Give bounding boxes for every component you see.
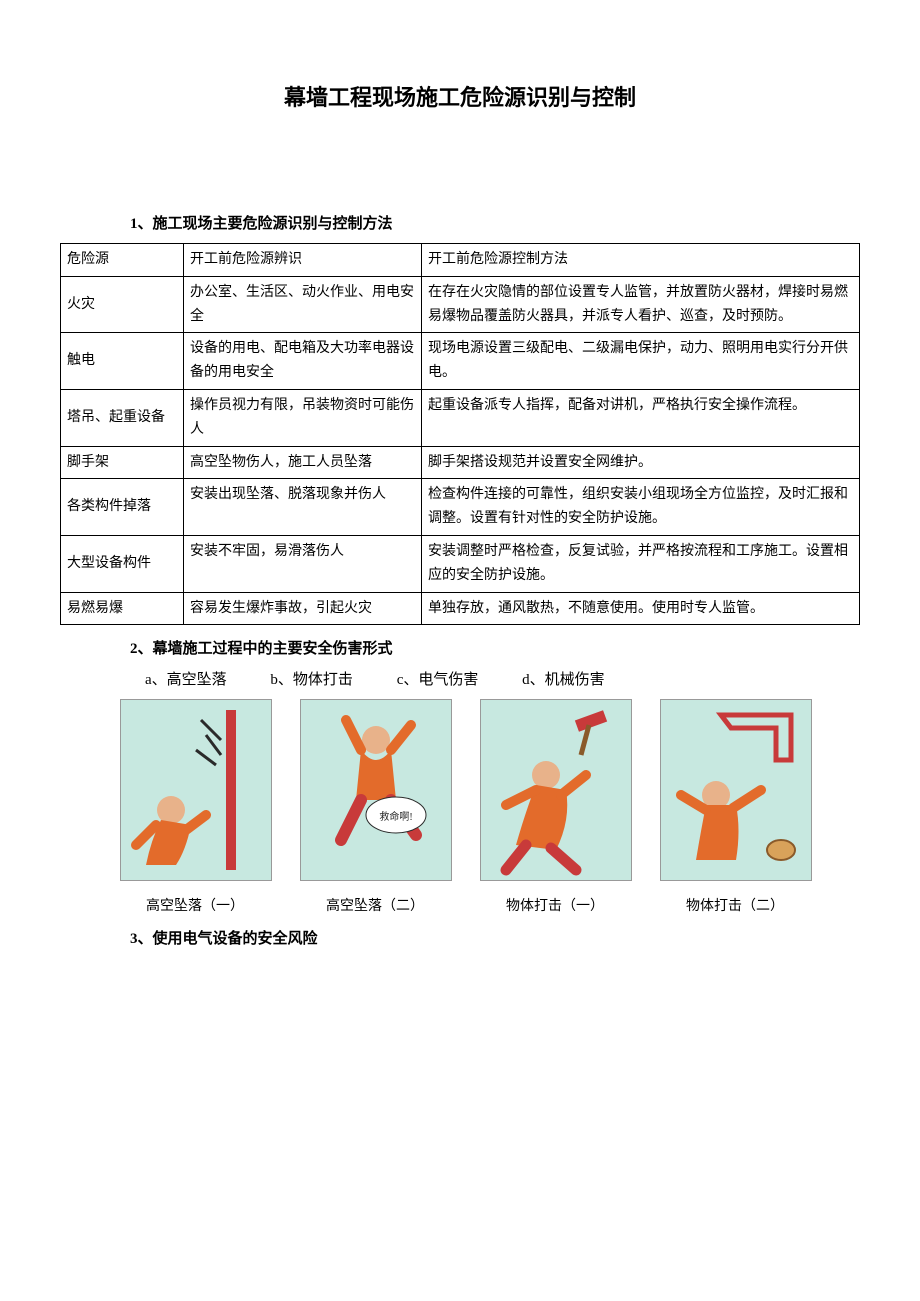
section3-heading: 3、使用电气设备的安全风险: [130, 927, 860, 948]
cell-source: 火灾: [61, 276, 184, 333]
image-card: 高空坠落（一）: [120, 699, 270, 915]
table-row: 触电 设备的用电、配电箱及大功率电器设备的用电安全 现场电源设置三级配电、二级漏…: [61, 333, 860, 390]
cell-source: 易燃易爆: [61, 592, 184, 625]
image-card: 物体打击（二）: [660, 699, 810, 915]
image-caption: 高空坠落（一）: [120, 895, 270, 915]
svg-text:救命啊!: 救命啊!: [379, 810, 412, 823]
table-header-row: 危险源 开工前危险源辨识 开工前危险源控制方法: [61, 244, 860, 277]
cell-source: 脚手架: [61, 446, 184, 479]
cell-control: 安装调整时严格检查，反复试验，并严格按流程和工序施工。设置相应的安全防护设施。: [422, 535, 860, 592]
hazard-illustration: [660, 699, 812, 881]
label-a: a、高空坠落: [145, 668, 227, 689]
cell-source: 触电: [61, 333, 184, 390]
hazard-illustration: [480, 699, 632, 881]
th-identify: 开工前危险源辨识: [184, 244, 422, 277]
table-row: 各类构件掉落 安装出现坠落、脱落现象并伤人 检查构件连接的可靠性，组织安装小组现…: [61, 479, 860, 536]
table-row: 大型设备构件 安装不牢固，易滑落伤人 安装调整时严格检查，反复试验，并严格按流程…: [61, 535, 860, 592]
section2-heading: 2、幕墙施工过程中的主要安全伤害形式: [130, 637, 860, 658]
hazard-illustration: 救命啊!: [300, 699, 452, 881]
cell-control: 在存在火灾隐情的部位设置专人监管，并放置防火器材，焊接时易燃易爆物品覆盖防火器具…: [422, 276, 860, 333]
cell-identify: 操作员视力有限，吊装物资时可能伤人: [184, 389, 422, 446]
strike-icon: [661, 700, 811, 880]
image-caption: 物体打击（一）: [480, 895, 630, 915]
fall-icon: 救命啊!: [301, 700, 451, 880]
image-card: 救命啊! 高空坠落（二）: [300, 699, 450, 915]
cell-identify: 安装出现坠落、脱落现象并伤人: [184, 479, 422, 536]
table-row: 火灾 办公室、生活区、动火作业、用电安全 在存在火灾隐情的部位设置专人监管，并放…: [61, 276, 860, 333]
table-row: 塔吊、起重设备 操作员视力有限，吊装物资时可能伤人 起重设备派专人指挥，配备对讲…: [61, 389, 860, 446]
cell-source: 大型设备构件: [61, 535, 184, 592]
cell-control: 现场电源设置三级配电、二级漏电保护，动力、照明用电实行分开供电。: [422, 333, 860, 390]
fall-icon: [121, 700, 271, 880]
cell-source: 塔吊、起重设备: [61, 389, 184, 446]
label-b: b、物体打击: [270, 668, 353, 689]
label-d: d、机械伤害: [522, 668, 605, 689]
image-caption: 高空坠落（二）: [300, 895, 450, 915]
cell-identify: 设备的用电、配电箱及大功率电器设备的用电安全: [184, 333, 422, 390]
cell-identify: 办公室、生活区、动火作业、用电安全: [184, 276, 422, 333]
image-card: 物体打击（一）: [480, 699, 630, 915]
cell-control: 起重设备派专人指挥，配备对讲机，严格执行安全操作流程。: [422, 389, 860, 446]
hazard-images-row: 高空坠落（一） 救命啊! 高空坠落（二）: [120, 699, 860, 915]
strike-icon: [481, 700, 631, 880]
th-control: 开工前危险源控制方法: [422, 244, 860, 277]
hazard-table: 危险源 开工前危险源辨识 开工前危险源控制方法 火灾 办公室、生活区、动火作业、…: [60, 243, 860, 625]
label-c: c、电气伤害: [397, 668, 479, 689]
cell-control: 脚手架搭设规范并设置安全网维护。: [422, 446, 860, 479]
document-title: 幕墙工程现场施工危险源识别与控制: [60, 80, 860, 112]
table-row: 脚手架 高空坠物伤人，施工人员坠落 脚手架搭设规范并设置安全网维护。: [61, 446, 860, 479]
cell-control: 检查构件连接的可靠性，组织安装小组现场全方位监控，及时汇报和调整。设置有针对性的…: [422, 479, 860, 536]
th-source: 危险源: [61, 244, 184, 277]
image-caption: 物体打击（二）: [660, 895, 810, 915]
cell-identify: 容易发生爆炸事故，引起火灾: [184, 592, 422, 625]
table-row: 易燃易爆 容易发生爆炸事故，引起火灾 单独存放，通风散热，不随意使用。使用时专人…: [61, 592, 860, 625]
cell-identify: 安装不牢固，易滑落伤人: [184, 535, 422, 592]
hazard-type-labels: a、高空坠落 b、物体打击 c、电气伤害 d、机械伤害: [145, 668, 860, 689]
cell-source: 各类构件掉落: [61, 479, 184, 536]
cell-identify: 高空坠物伤人，施工人员坠落: [184, 446, 422, 479]
section1-heading: 1、施工现场主要危险源识别与控制方法: [130, 212, 860, 233]
hazard-illustration: [120, 699, 272, 881]
cell-control: 单独存放，通风散热，不随意使用。使用时专人监管。: [422, 592, 860, 625]
